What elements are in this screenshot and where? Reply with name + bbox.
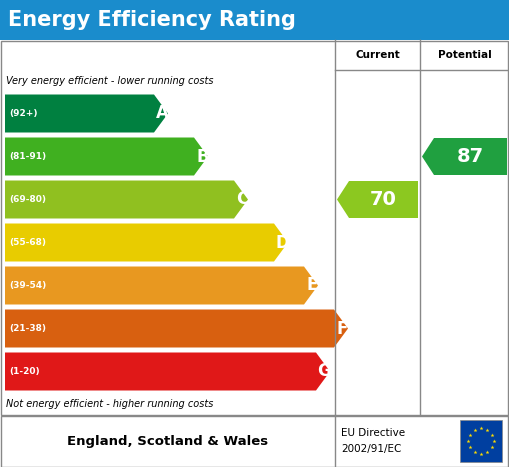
Text: F: F <box>337 319 348 338</box>
Text: (92+): (92+) <box>9 109 38 118</box>
Text: 2002/91/EC: 2002/91/EC <box>341 444 402 454</box>
Text: B: B <box>196 148 209 165</box>
Polygon shape <box>5 353 330 390</box>
Polygon shape <box>5 267 318 304</box>
Text: (1-20): (1-20) <box>9 367 40 376</box>
Text: (69-80): (69-80) <box>9 195 46 204</box>
Text: England, Scotland & Wales: England, Scotland & Wales <box>67 434 268 447</box>
Text: 87: 87 <box>457 147 484 166</box>
Text: Very energy efficient - lower running costs: Very energy efficient - lower running co… <box>6 76 213 86</box>
Text: Potential: Potential <box>438 50 491 60</box>
Polygon shape <box>5 224 288 262</box>
Text: (55-68): (55-68) <box>9 238 46 247</box>
Text: (81-91): (81-91) <box>9 152 46 161</box>
Text: (39-54): (39-54) <box>9 281 46 290</box>
Polygon shape <box>5 181 248 219</box>
Text: EU Directive: EU Directive <box>341 428 405 438</box>
Text: G: G <box>318 362 331 381</box>
Polygon shape <box>5 137 208 176</box>
Polygon shape <box>422 138 507 175</box>
Text: 70: 70 <box>370 190 397 209</box>
Text: D: D <box>275 234 289 252</box>
Polygon shape <box>337 181 418 218</box>
Polygon shape <box>5 94 168 133</box>
Polygon shape <box>5 310 348 347</box>
Text: (21-38): (21-38) <box>9 324 46 333</box>
Text: Not energy efficient - higher running costs: Not energy efficient - higher running co… <box>6 399 213 409</box>
Text: A: A <box>156 105 169 122</box>
Bar <box>1 416 508 467</box>
Text: E: E <box>307 276 318 295</box>
Bar <box>460 420 502 462</box>
Text: Energy Efficiency Rating: Energy Efficiency Rating <box>8 10 296 30</box>
Text: C: C <box>236 191 248 208</box>
Bar <box>1 41 508 415</box>
Text: Current: Current <box>355 50 400 60</box>
Bar <box>0 0 509 40</box>
